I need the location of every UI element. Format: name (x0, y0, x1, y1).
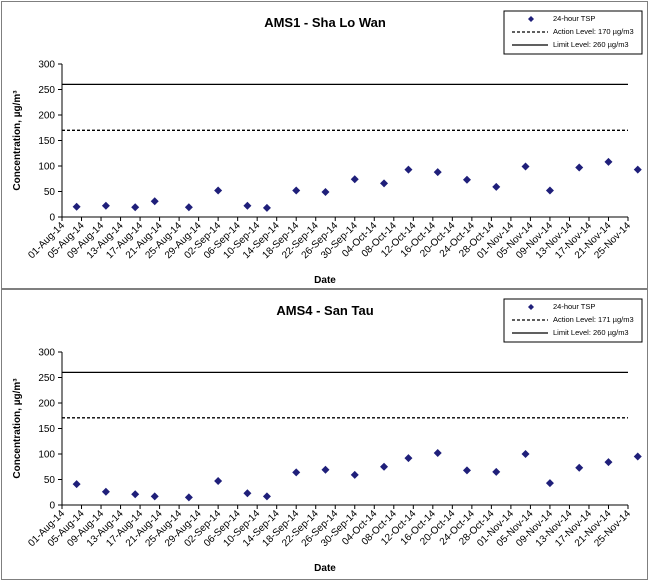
data-point (575, 463, 584, 472)
y-axis-label: Concentration, µg/m³ (12, 378, 23, 479)
data-point (243, 201, 252, 210)
data-point (72, 202, 81, 211)
x-axis-label: Date (314, 275, 336, 286)
chart-ams1-svg: AMS1 - Sha Lo Wan05010015020025030001-Au… (12, 10, 643, 286)
data-point (633, 165, 642, 174)
legend-label: Action Level: 170 µg/m3 (553, 27, 634, 36)
x-axis-label: Date (314, 563, 336, 574)
data-point (184, 203, 193, 212)
legend-marker (528, 16, 534, 22)
data-point (521, 450, 530, 458)
data-point (262, 492, 271, 501)
chart-title: AMS1 - Sha Lo Wan (264, 15, 386, 30)
data-point (131, 490, 140, 499)
legend-label: Limit Level: 260 µg/m3 (553, 328, 629, 337)
data-point (433, 448, 442, 457)
y-tick-label: 250 (38, 373, 55, 384)
data-point (243, 489, 252, 498)
data-point (633, 452, 642, 461)
data-point (321, 188, 330, 197)
data-point (350, 470, 359, 479)
data-point (462, 466, 471, 475)
y-tick-label: 150 (38, 424, 55, 435)
data-point (404, 454, 413, 463)
data-point (350, 175, 359, 184)
legend-label: Limit Level: 260 µg/m3 (553, 40, 629, 49)
chart-panel-ams1: AMS1 - Sha Lo Wan 0 50 100 150 200 250 300 01-Au… (1, 1, 648, 289)
data-point (380, 179, 389, 188)
chart-title: AMS4 - San Tau (276, 303, 373, 318)
data-point (150, 197, 159, 206)
y-tick-label: 50 (44, 475, 56, 486)
data-point (521, 162, 530, 171)
data-point (262, 203, 271, 212)
data-point (433, 168, 442, 177)
chart-panel-ams4: AMS4 - San Tau 0 50 100 150 200 250 300 01-Aug-1… (1, 289, 648, 580)
y-tick-label: 200 (38, 111, 55, 122)
data-point (214, 477, 223, 486)
data-point (214, 186, 223, 195)
data-point (101, 487, 110, 496)
legend-label: 24-hour TSP (553, 302, 595, 311)
data-point (462, 175, 471, 184)
data-point (131, 203, 140, 212)
data-point (72, 480, 81, 489)
data-point (101, 201, 110, 210)
data-point (321, 465, 330, 474)
data-point (404, 165, 413, 174)
chart-ams4-svg: AMS4 - San Tau05010015020025030001-Aug-1… (12, 298, 643, 574)
data-point (492, 467, 501, 476)
y-tick-label: 200 (38, 399, 55, 410)
y-tick-label: 300 (38, 60, 55, 71)
y-tick-label: 300 (38, 348, 55, 359)
legend-label: 24-hour TSP (553, 14, 595, 23)
y-tick-label: 250 (38, 85, 55, 96)
y-tick-label: 0 (49, 213, 55, 224)
legend-marker (528, 304, 534, 310)
data-point (150, 492, 159, 501)
data-point (184, 493, 193, 502)
data-point (604, 157, 613, 166)
y-tick-label: 50 (44, 187, 56, 198)
y-tick-label: 150 (38, 136, 55, 147)
y-tick-label: 0 (49, 501, 55, 512)
y-axis-label: Concentration, µg/m³ (12, 90, 23, 191)
data-point (545, 479, 554, 488)
data-point (380, 462, 389, 471)
data-point (292, 468, 301, 477)
data-point (604, 458, 613, 467)
data-point (575, 163, 584, 172)
data-point (492, 182, 501, 191)
data-point (545, 186, 554, 195)
legend-label: Action Level: 171 µg/m3 (553, 315, 634, 324)
y-tick-label: 100 (38, 450, 55, 461)
y-tick-label: 100 (38, 162, 55, 173)
data-point (292, 186, 301, 195)
